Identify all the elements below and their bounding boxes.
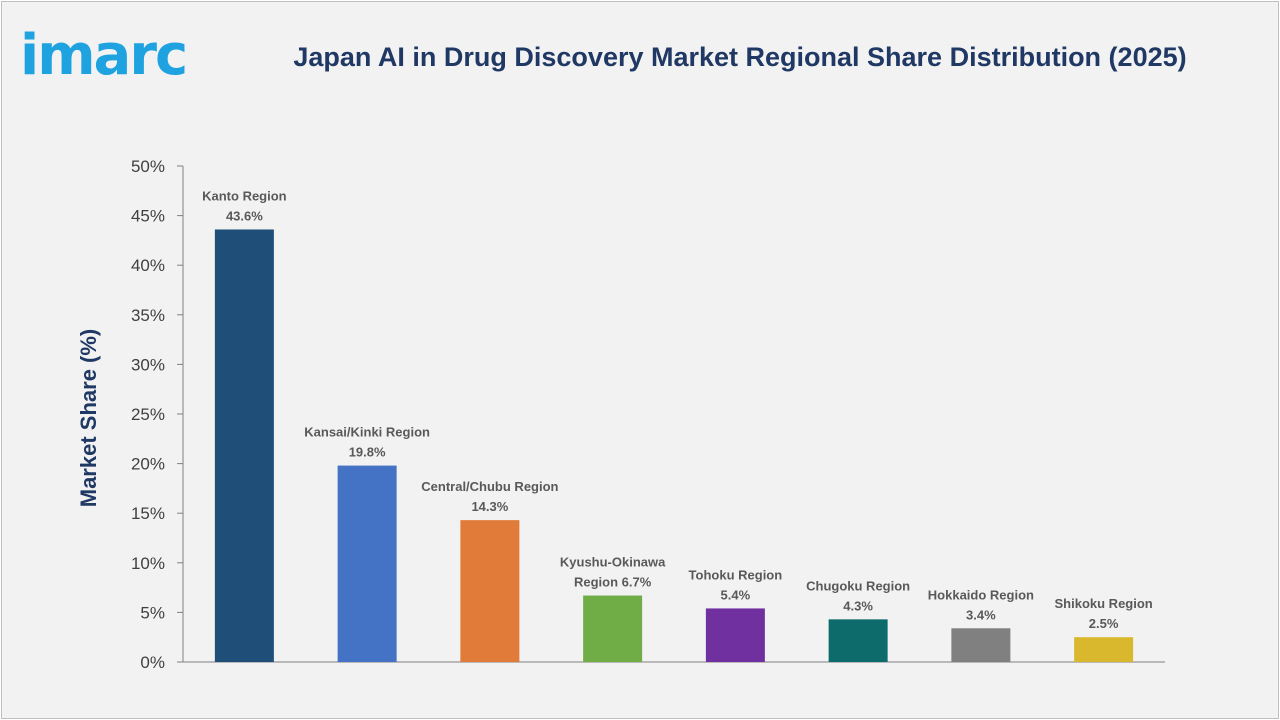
data-label-line: 2.5% xyxy=(1089,616,1119,631)
data-label-line: Kanto Region xyxy=(202,188,287,203)
bar-2 xyxy=(337,465,397,662)
data-label-line: Shikoku Region xyxy=(1055,596,1153,611)
data-label: Kansai/Kinki Region 19.8% xyxy=(304,425,430,460)
y-tick-label: 20% xyxy=(131,455,165,474)
data-label-line: 14.3% xyxy=(471,499,508,514)
data-label: Chugoku Region 4.3% xyxy=(806,578,910,613)
y-tick-label: 35% xyxy=(131,306,165,325)
data-label-line: 43.6% xyxy=(226,208,263,223)
data-label-line: Kansai/Kinki Region xyxy=(304,425,430,440)
bar-5 xyxy=(705,608,765,662)
data-label-line: Hokkaido Region xyxy=(928,587,1034,602)
svg-text:imarc: imarc xyxy=(20,23,186,82)
y-tick-label: 15% xyxy=(131,504,165,523)
data-label: Hokkaido Region 3.4% xyxy=(928,587,1034,622)
data-label-line: Central/Chubu Region xyxy=(421,479,558,494)
data-label: Kanto Region 43.6% xyxy=(202,188,287,223)
data-label: Kyushu-Okinawa Region 6.7% xyxy=(560,555,666,590)
bar-6 xyxy=(828,619,888,662)
bar-8 xyxy=(1074,637,1134,662)
y-tick-label: 25% xyxy=(131,405,165,424)
imarc-logo: imarc xyxy=(20,23,188,82)
chart-title: Japan AI in Drug Discovery Market Region… xyxy=(293,42,1187,72)
y-tick-label: 45% xyxy=(131,207,165,226)
data-label: Central/Chubu Region 14.3% xyxy=(421,479,558,514)
data-label: Shikoku Region 2.5% xyxy=(1055,596,1153,631)
bar-4 xyxy=(583,595,643,662)
data-label-line: 4.3% xyxy=(843,598,873,613)
y-tick-label: 40% xyxy=(131,256,165,275)
data-label-line: 19.8% xyxy=(349,445,386,460)
y-tick-label: 10% xyxy=(131,554,165,573)
data-label-line: Kyushu-Okinawa xyxy=(560,555,666,570)
data-label-line: Chugoku Region xyxy=(806,578,910,593)
data-label-line: Region 6.7% xyxy=(574,575,652,590)
bar-3 xyxy=(460,520,520,662)
data-label: Tohoku Region 5.4% xyxy=(689,567,783,602)
bar-7 xyxy=(951,628,1011,662)
data-label-line: 5.4% xyxy=(721,587,751,602)
y-tick-label: 50% xyxy=(131,157,165,176)
y-axis-title: Market Share (%) xyxy=(76,329,101,508)
bar-1 xyxy=(214,229,274,662)
data-label-line: 3.4% xyxy=(966,607,996,622)
y-tick-label: 30% xyxy=(131,355,165,374)
y-tick-label: 5% xyxy=(140,603,165,622)
data-label-line: Tohoku Region xyxy=(689,567,783,582)
y-tick-label: 0% xyxy=(140,653,165,672)
